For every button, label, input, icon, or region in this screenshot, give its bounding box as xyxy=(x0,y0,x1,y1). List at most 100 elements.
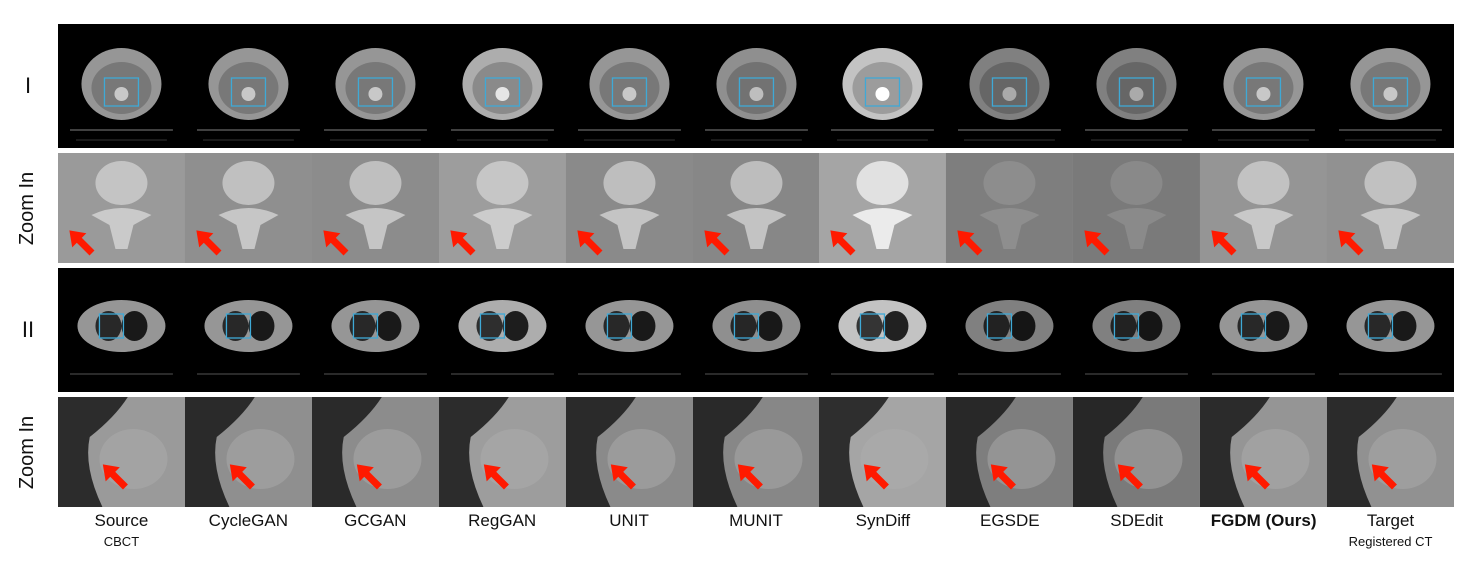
zoom-panel-target xyxy=(1327,397,1454,507)
method-name: RegGAN xyxy=(468,511,537,530)
zoom-image xyxy=(311,397,439,507)
spinous-process xyxy=(979,208,1040,249)
roi-box-icon xyxy=(1240,313,1267,339)
zoom-image xyxy=(58,153,185,263)
ct-image xyxy=(577,300,681,375)
zoom-strip-case-ii xyxy=(58,397,1454,507)
roi-box-icon xyxy=(352,313,378,339)
left-lung xyxy=(222,311,249,341)
vertebral-body xyxy=(1110,161,1163,205)
ct-image xyxy=(1212,48,1316,141)
roi-box-icon xyxy=(225,313,252,339)
method-name: CycleGAN xyxy=(208,511,289,530)
column-label-reggan: RegGAN xyxy=(439,510,565,532)
roi-box-icon xyxy=(1119,77,1155,107)
column-label-cyclegan: CycleGAN xyxy=(185,510,311,532)
ct-slice-cyclegan xyxy=(185,24,312,148)
lesion-region xyxy=(1368,429,1437,489)
left-lung xyxy=(1364,311,1391,341)
zoom-panel-fgdm-ours xyxy=(1200,397,1328,507)
zoom-image xyxy=(692,397,820,507)
left-lung xyxy=(1237,311,1264,341)
ct-image xyxy=(1339,300,1442,375)
roi-box-icon xyxy=(479,313,505,339)
vertebra xyxy=(748,87,763,101)
vertebra xyxy=(1256,87,1271,101)
zoom-image xyxy=(946,397,1074,507)
red-arrow-icon xyxy=(483,464,509,490)
ct-slice-gcgan xyxy=(312,268,439,392)
column-label-target: Target Registered CT xyxy=(1328,510,1454,552)
zoom-panel-unit xyxy=(565,397,693,507)
zoom-image xyxy=(565,153,693,263)
zoom-strip-case-i xyxy=(58,153,1454,263)
spinous-process xyxy=(345,208,406,249)
lung-region xyxy=(58,397,128,507)
vertebral-body xyxy=(222,161,275,205)
spinous-process xyxy=(1106,208,1167,249)
red-arrow-icon xyxy=(737,464,763,490)
vertebral-body xyxy=(95,161,148,205)
column-label-sdedit: SDEdit xyxy=(1074,510,1200,532)
zoom-image xyxy=(1327,397,1454,507)
red-arrow-icon xyxy=(1338,230,1364,256)
red-arrow-icon xyxy=(957,230,983,256)
method-name: Target xyxy=(1366,511,1415,530)
zoom-panel-syndiff xyxy=(819,153,947,263)
left-lung xyxy=(95,311,122,341)
vertebra xyxy=(1129,87,1144,101)
ct-image xyxy=(70,48,173,141)
row-label-case-ii: II xyxy=(21,317,35,342)
spinous-process xyxy=(91,208,152,249)
red-arrow-icon xyxy=(864,464,890,490)
roi-box-icon xyxy=(484,77,520,107)
ct-slice-sdedit xyxy=(1073,268,1200,392)
ct-image xyxy=(577,48,681,141)
zoom-panel-reggan xyxy=(438,153,566,263)
zoom-image xyxy=(1073,153,1201,263)
left-lung xyxy=(476,311,503,341)
roi-box-icon xyxy=(987,313,1013,339)
column-label-syndiff: SynDiff xyxy=(820,510,946,532)
ct-image xyxy=(450,300,554,375)
lesion-region xyxy=(733,429,802,489)
ct-image xyxy=(1085,300,1189,375)
ct-slice-munit xyxy=(693,268,820,392)
spinous-process xyxy=(218,208,279,249)
ct-slice-sdedit xyxy=(1073,24,1200,148)
ct-slice-egsde xyxy=(946,268,1073,392)
spinous-process xyxy=(472,208,533,249)
spinous-process xyxy=(1233,208,1294,249)
red-arrow-icon xyxy=(830,230,856,256)
lung-region xyxy=(1073,397,1144,507)
zoom-panel-munit xyxy=(692,397,820,507)
ct-slice-fgdm-ours xyxy=(1200,24,1327,148)
ct-image xyxy=(1339,48,1442,141)
ct-image xyxy=(323,300,427,375)
lung-region xyxy=(438,397,509,507)
vertebra xyxy=(114,87,129,101)
ct-slice-cyclegan xyxy=(185,268,312,392)
method-name: MUNIT xyxy=(729,511,783,530)
left-lung xyxy=(983,311,1010,341)
zoom-image xyxy=(438,153,566,263)
red-arrow-icon xyxy=(323,230,349,256)
ct-slice-target xyxy=(1327,24,1454,148)
red-arrow-icon xyxy=(69,230,95,256)
zoom-image xyxy=(1200,397,1328,507)
roi-box-icon xyxy=(1372,77,1409,107)
zoom-panel-source xyxy=(58,153,185,263)
red-arrow-icon xyxy=(196,230,222,256)
ct-image xyxy=(70,300,173,375)
ct-slice-unit xyxy=(566,24,693,148)
roi-box-icon xyxy=(738,77,774,107)
method-name: UNIT xyxy=(609,511,649,530)
red-arrow-icon xyxy=(703,230,730,256)
row-label-zoom-in-ii: Zoom In xyxy=(16,415,39,489)
ct-slice-egsde xyxy=(946,24,1073,148)
zoom-image xyxy=(819,397,947,507)
method-name: Source xyxy=(94,511,149,530)
zoom-image xyxy=(565,397,693,507)
zoom-panel-egsde xyxy=(946,397,1074,507)
zoom-panel-source xyxy=(58,397,185,507)
